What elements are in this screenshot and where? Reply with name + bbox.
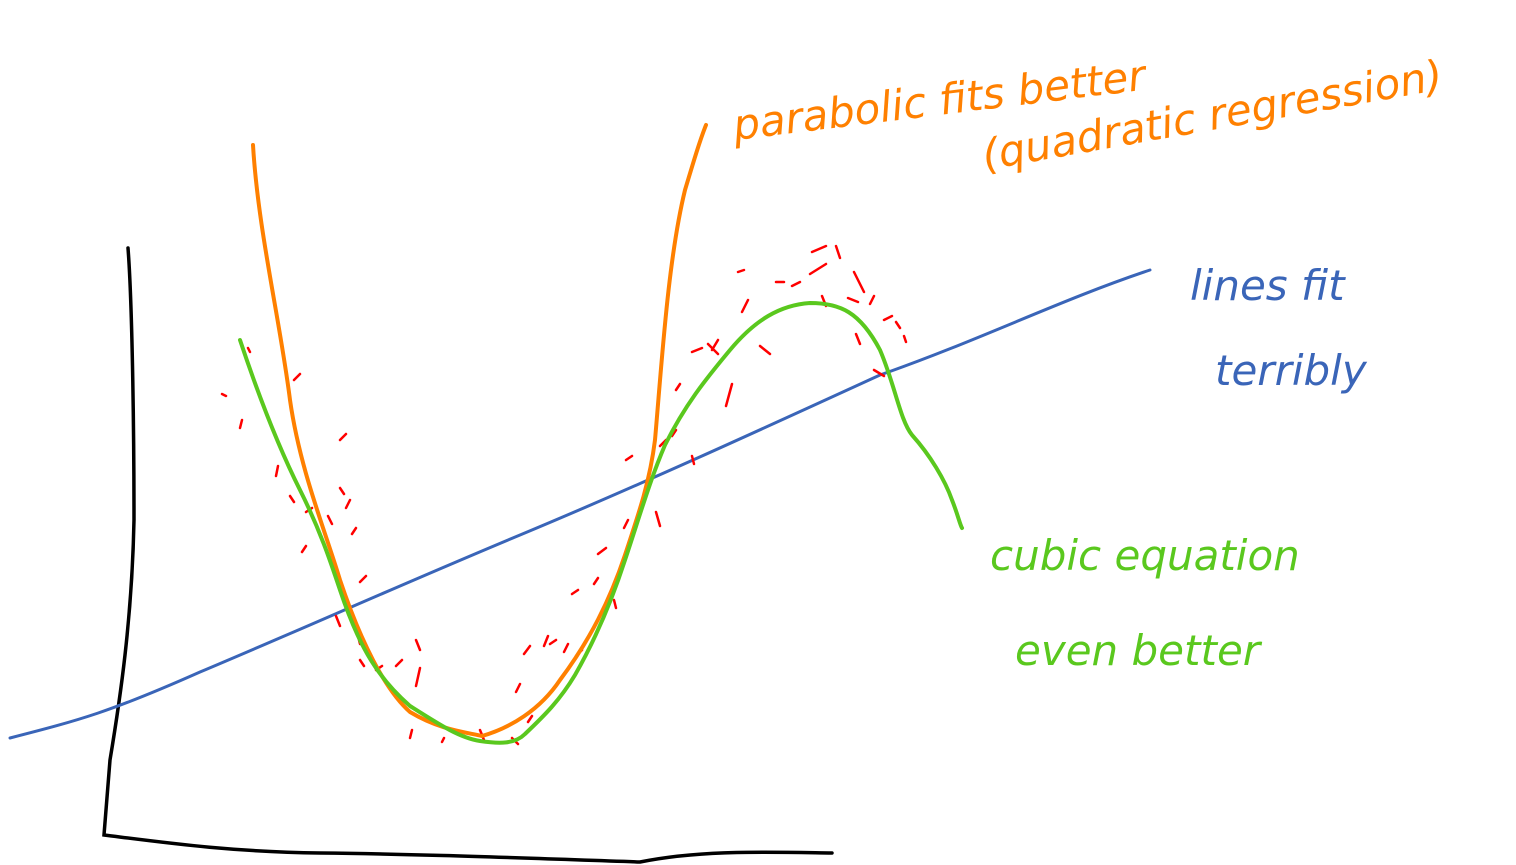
cubic-fit (240, 303, 962, 743)
quadratic-fit (253, 125, 706, 736)
linear-label: terribly (1215, 346, 1368, 395)
axes (104, 248, 832, 862)
linear-label: lines fit (1190, 261, 1346, 310)
sketch: parabolic fits better (quadratic regress… (0, 0, 1516, 865)
cubic-label: cubic equation (990, 531, 1300, 580)
cubic-label: even better (1015, 626, 1263, 675)
data-points (222, 246, 906, 744)
